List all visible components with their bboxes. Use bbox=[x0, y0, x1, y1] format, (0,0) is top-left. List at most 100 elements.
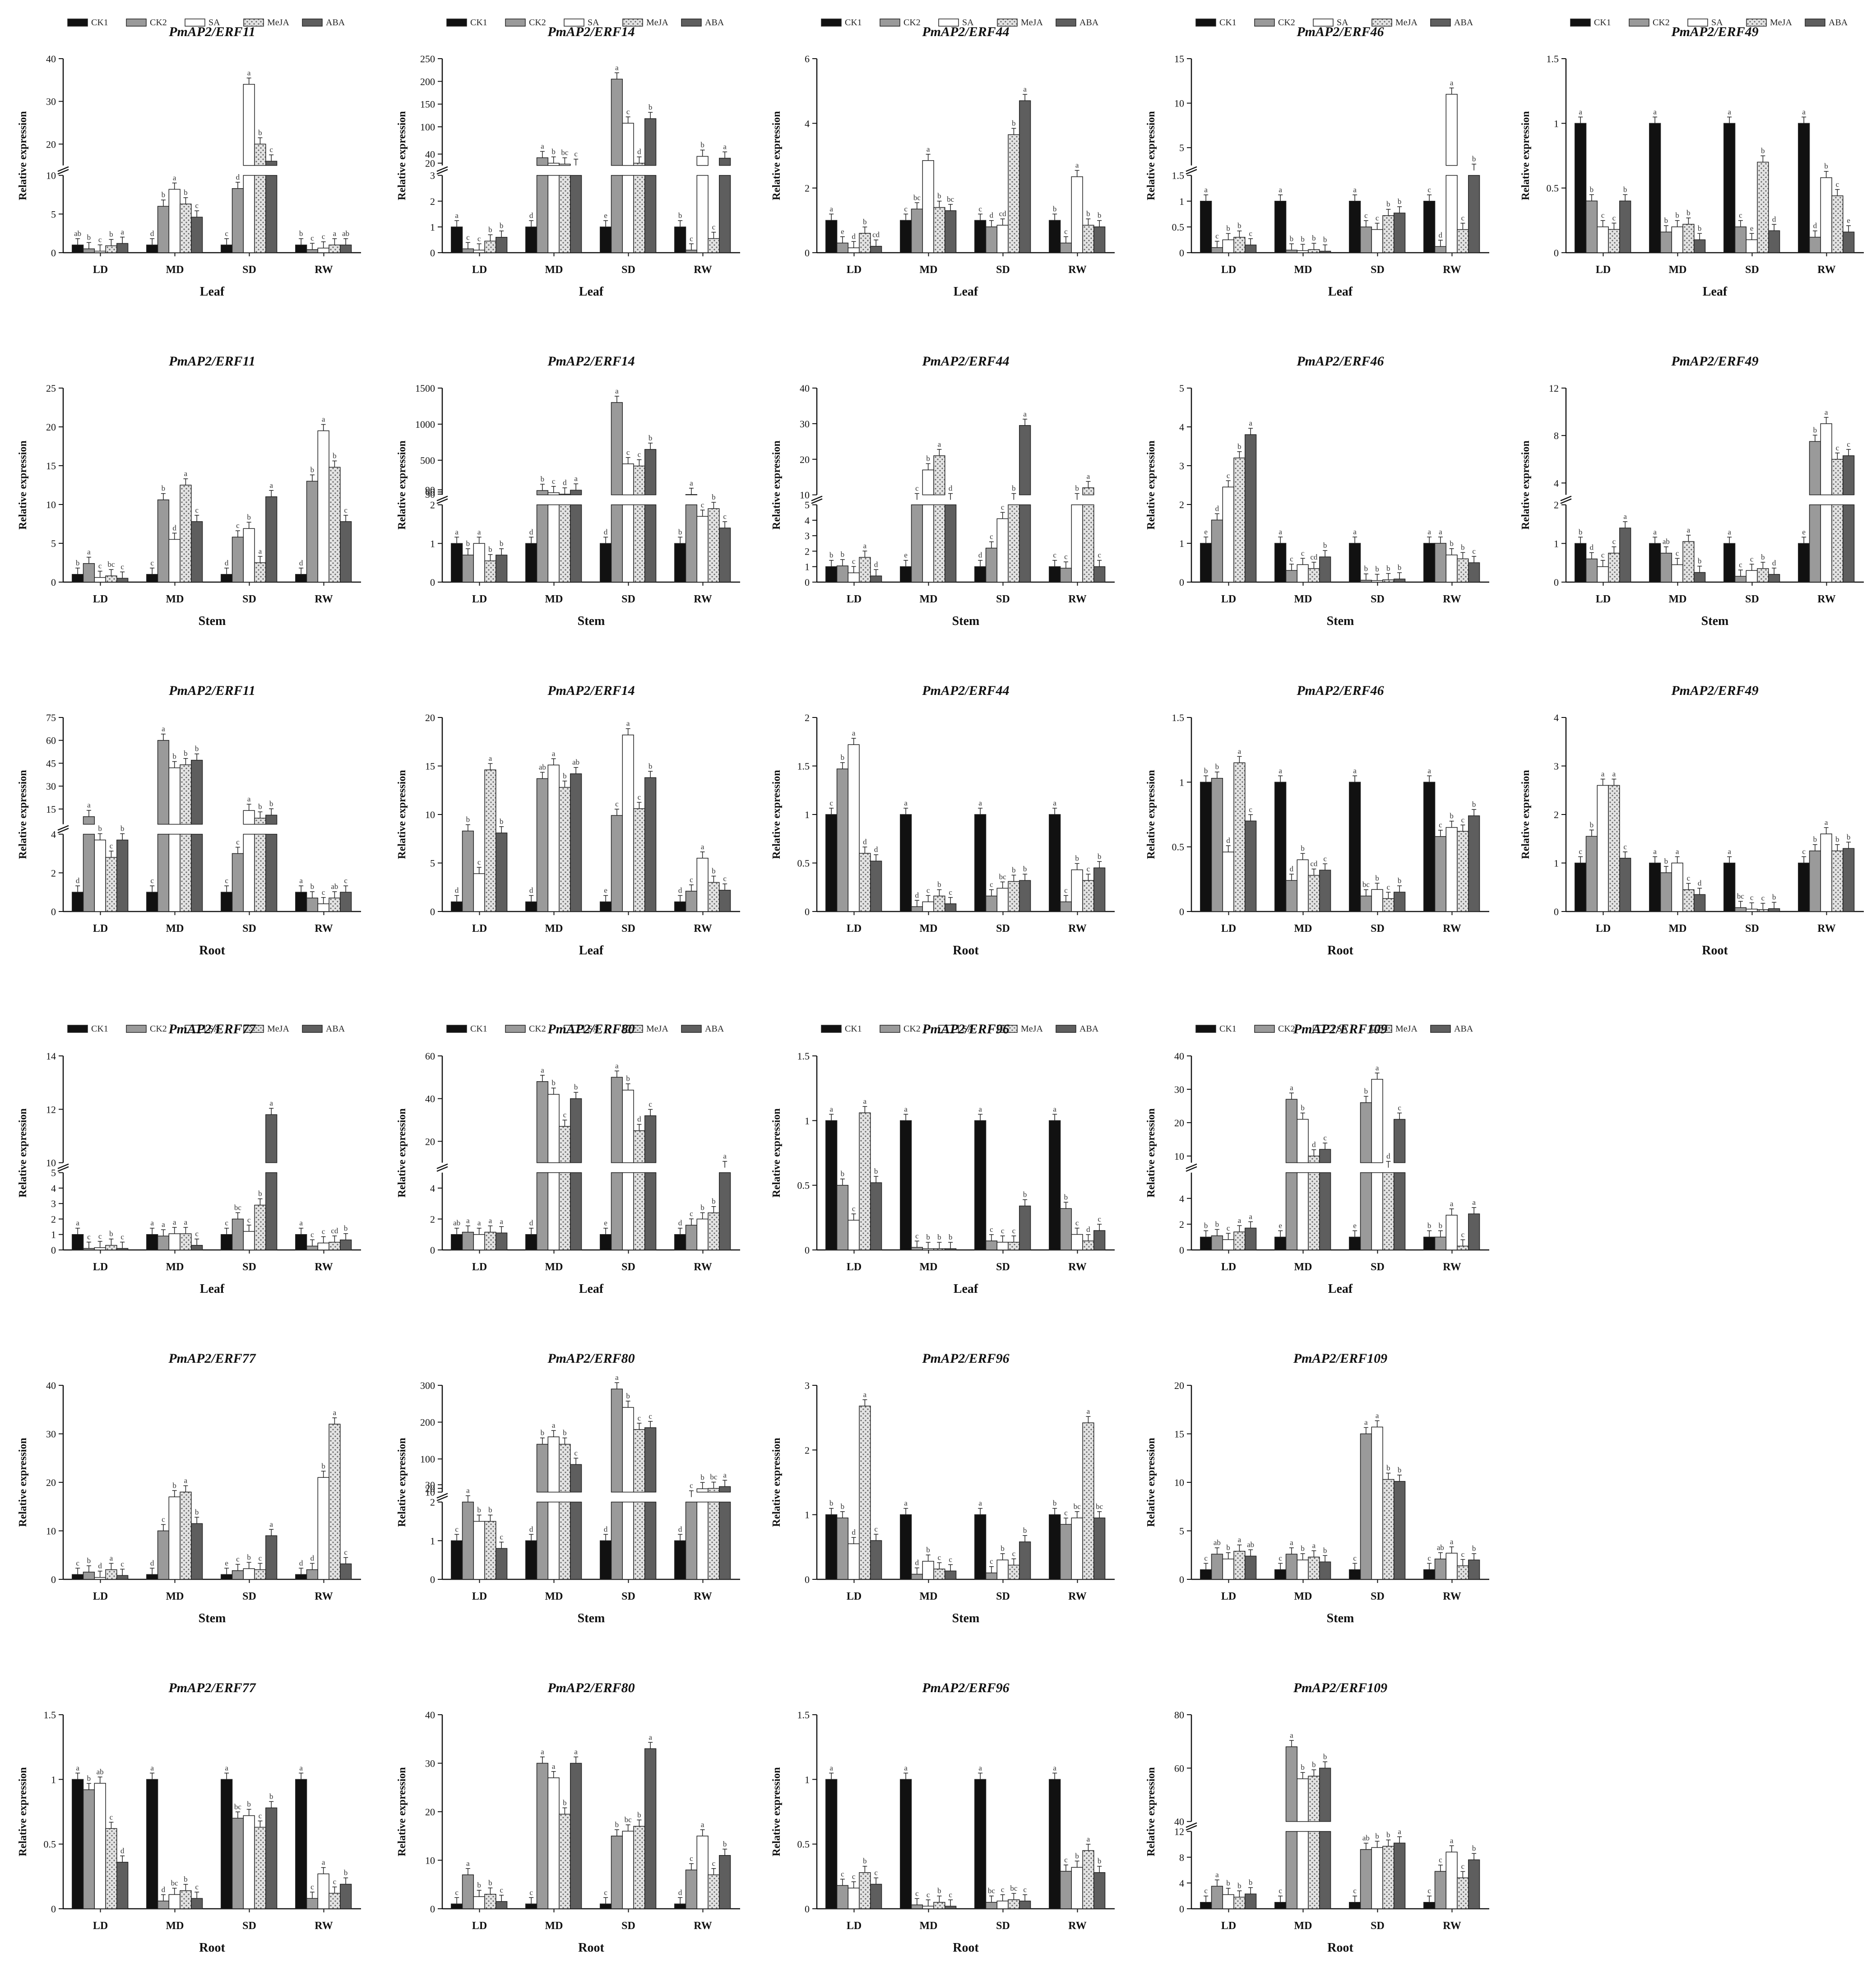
significance-letter: b bbox=[937, 1233, 941, 1241]
significance-letter: a bbox=[299, 1219, 303, 1227]
significance-letter: c bbox=[1012, 1226, 1016, 1235]
significance-letter: a bbox=[87, 548, 91, 556]
significance-letter: b bbox=[1461, 543, 1465, 551]
chart-title: PmAP2/ERF44 bbox=[922, 354, 1009, 369]
significance-letter: b bbox=[723, 1840, 727, 1848]
bar bbox=[859, 557, 871, 583]
significance-letter: c bbox=[477, 858, 481, 866]
bar bbox=[1423, 1902, 1436, 1909]
bar bbox=[83, 248, 95, 253]
x-tick-label: SD bbox=[1745, 593, 1759, 605]
significance-letter: c bbox=[949, 1890, 952, 1899]
significance-letter: c bbox=[648, 1412, 652, 1421]
legend-swatch bbox=[681, 19, 702, 27]
bar bbox=[674, 901, 686, 912]
legend-label: CK1 bbox=[470, 1024, 487, 1034]
x-axis-label: Root bbox=[1702, 944, 1728, 958]
x-tick-label: RW bbox=[694, 923, 712, 935]
bar bbox=[870, 1540, 882, 1580]
significance-letter: c bbox=[98, 1232, 102, 1240]
significance-letter: d bbox=[678, 1219, 682, 1227]
axis-break-mark bbox=[1560, 498, 1572, 504]
bar bbox=[974, 566, 987, 583]
significance-letter: d bbox=[852, 1528, 856, 1536]
legend-swatch bbox=[67, 1025, 88, 1033]
significance-letter: b bbox=[678, 528, 682, 536]
y-tick-label: 10 bbox=[1174, 1151, 1184, 1162]
significance-letter: c bbox=[690, 234, 693, 243]
x-axis-label: Root bbox=[953, 1941, 979, 1955]
significance-letter: c bbox=[1064, 886, 1068, 895]
significance-letter: b bbox=[195, 1508, 199, 1516]
bar bbox=[1585, 200, 1598, 253]
y-tick-label: 0 bbox=[430, 577, 435, 588]
bar bbox=[1445, 1553, 1458, 1580]
y-tick-label: 2 bbox=[51, 867, 56, 879]
bar bbox=[157, 1530, 170, 1580]
x-axis-label: Leaf bbox=[1703, 285, 1728, 299]
bar bbox=[1222, 486, 1234, 583]
bar bbox=[180, 485, 192, 583]
bar bbox=[1233, 1550, 1246, 1580]
x-tick-label: LD bbox=[93, 264, 108, 276]
significance-letter: b bbox=[551, 1078, 556, 1087]
bar bbox=[254, 143, 266, 166]
y-axis-label: Relative expression bbox=[771, 1438, 783, 1527]
bar bbox=[1297, 250, 1309, 253]
bar bbox=[295, 1234, 307, 1250]
significance-letter: d bbox=[529, 211, 533, 220]
bar bbox=[996, 1559, 1009, 1580]
significance-letter: c bbox=[162, 1515, 165, 1524]
bar bbox=[622, 504, 634, 583]
y-tick-label: 2 bbox=[430, 196, 435, 207]
x-tick-label: MD bbox=[1294, 1261, 1312, 1273]
significance-letter: c bbox=[1087, 865, 1090, 873]
bar bbox=[900, 566, 912, 583]
axis-break-mark bbox=[1186, 169, 1197, 175]
bar bbox=[1019, 1541, 1031, 1580]
bar bbox=[1211, 1886, 1223, 1909]
significance-letter: c bbox=[648, 1100, 652, 1109]
x-tick-label: RW bbox=[315, 1591, 333, 1602]
significance-letter: b bbox=[184, 1875, 188, 1883]
significance-letter: d bbox=[529, 528, 533, 536]
significance-letter: c bbox=[98, 562, 102, 570]
significance-letter: b bbox=[321, 1462, 325, 1470]
bar bbox=[985, 547, 998, 583]
bar bbox=[911, 906, 923, 912]
x-tick-label: LD bbox=[472, 1261, 487, 1273]
significance-letter: c bbox=[690, 1209, 693, 1218]
chart-title: PmAP2/ERF14 bbox=[547, 24, 635, 39]
x-tick-label: LD bbox=[1221, 923, 1236, 935]
significance-letter: c bbox=[1204, 1887, 1208, 1895]
bar bbox=[496, 1901, 508, 1909]
significance-letter: c bbox=[259, 1811, 262, 1820]
bar bbox=[1445, 175, 1458, 253]
significance-letter: b bbox=[1386, 1464, 1390, 1472]
bar bbox=[1434, 1871, 1447, 1909]
significance-letter: c bbox=[874, 1869, 878, 1877]
bar bbox=[559, 163, 571, 166]
bar bbox=[825, 566, 838, 583]
significance-letter: d bbox=[978, 551, 982, 560]
y-axis-label: Relative expression bbox=[396, 1438, 408, 1527]
y-tick-label: 2 bbox=[1554, 500, 1559, 511]
bar bbox=[168, 539, 181, 583]
significance-letter: b bbox=[1204, 766, 1208, 775]
bar bbox=[685, 504, 698, 583]
y-tick-label: 3 bbox=[430, 170, 435, 181]
bar bbox=[180, 833, 192, 912]
bar bbox=[644, 118, 657, 166]
x-tick-label: RW bbox=[315, 1920, 333, 1932]
bar bbox=[719, 1172, 731, 1250]
bar bbox=[1371, 889, 1383, 912]
significance-letter: c bbox=[225, 876, 228, 885]
y-axis-label: Relative expression bbox=[1520, 770, 1532, 859]
bar bbox=[836, 565, 849, 583]
bar bbox=[243, 833, 255, 912]
significance-letter: a bbox=[110, 1554, 113, 1563]
significance-letter: a bbox=[1601, 770, 1605, 778]
bar bbox=[191, 1245, 203, 1250]
significance-letter: a bbox=[1612, 770, 1616, 778]
